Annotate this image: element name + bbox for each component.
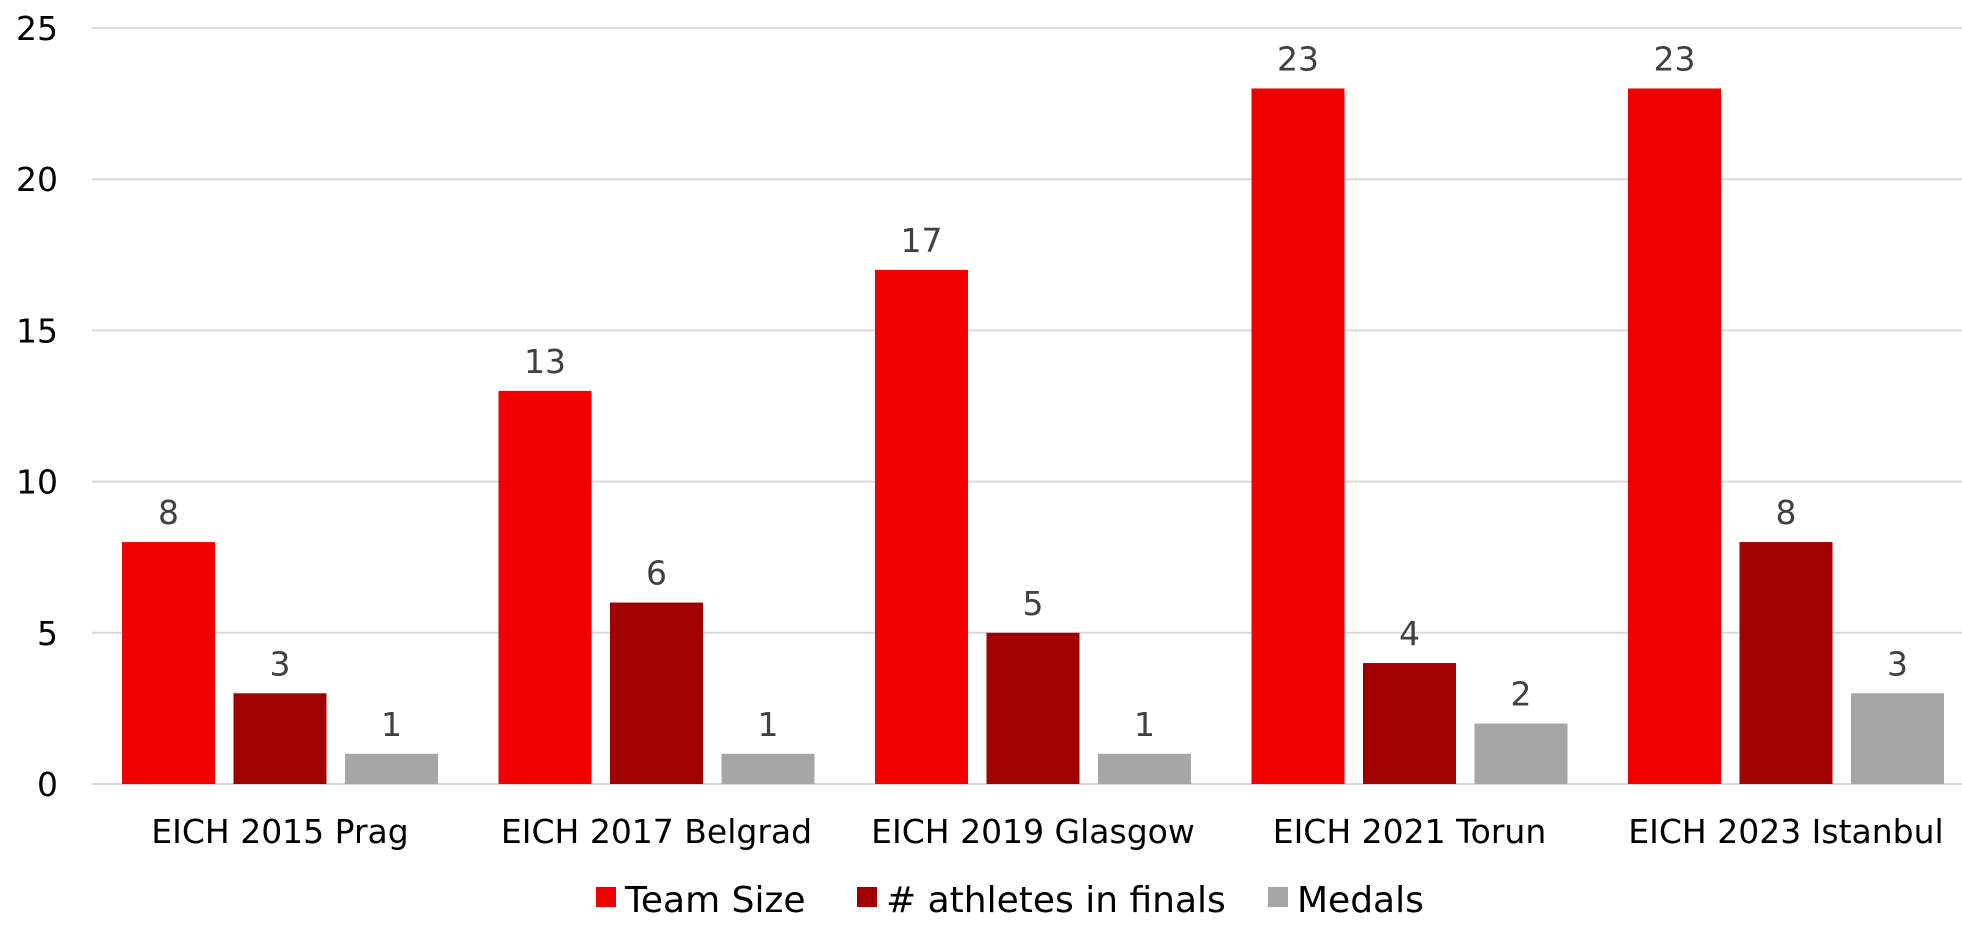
bar — [1851, 693, 1944, 784]
data-label: 3 — [1887, 644, 1908, 683]
x-category-label: EICH 2019 Glasgow — [871, 812, 1195, 851]
x-category-label: EICH 2017 Belgrad — [501, 812, 812, 851]
data-label: 1 — [1134, 705, 1155, 744]
y-tick-label: 0 — [37, 765, 58, 804]
data-label: 1 — [381, 705, 402, 744]
data-label: 23 — [1277, 39, 1319, 78]
bars — [122, 88, 1944, 785]
data-label: 8 — [158, 493, 179, 532]
bar — [233, 693, 327, 784]
bar — [1363, 663, 1456, 784]
legend: Team Size # athletes in finals Medals — [596, 880, 1424, 921]
bar — [986, 632, 1080, 784]
bar — [1251, 88, 1345, 785]
x-category-label: EICH 2015 Prag — [151, 812, 408, 851]
data-label: 6 — [646, 554, 667, 593]
y-tick-label: 15 — [16, 311, 58, 350]
data-label: 3 — [270, 644, 291, 683]
data-label: 4 — [1399, 614, 1420, 653]
legend-swatch — [1268, 887, 1288, 907]
data-labels: 8 3 1 13 6 1 17 5 1 23 4 2 23 8 3 — [158, 39, 1908, 743]
data-label: 5 — [1023, 584, 1044, 623]
y-axis-ticks: 0 5 10 15 20 25 — [16, 9, 58, 804]
x-category-label: EICH 2023 Istanbul — [1628, 812, 1943, 851]
data-label: 2 — [1511, 675, 1532, 714]
data-label: 23 — [1654, 39, 1696, 78]
bar — [1628, 88, 1721, 785]
y-tick-label: 25 — [16, 9, 58, 48]
legend-swatch — [596, 887, 616, 907]
bar — [875, 269, 968, 784]
legend-label: # athletes in finals — [886, 880, 1226, 921]
bar — [1474, 723, 1568, 784]
bar — [1098, 753, 1191, 784]
data-label: 17 — [901, 221, 943, 260]
x-category-label: EICH 2021 Torun — [1273, 812, 1547, 851]
y-tick-label: 10 — [16, 463, 58, 502]
bar — [721, 753, 815, 784]
bar — [1739, 542, 1833, 784]
legend-label: Medals — [1297, 880, 1424, 921]
legend-swatch — [857, 887, 877, 907]
y-tick-label: 20 — [16, 160, 58, 199]
bar — [498, 390, 592, 784]
x-axis-categories: EICH 2015 Prag EICH 2017 Belgrad EICH 2019… — [151, 812, 1943, 851]
data-label: 13 — [524, 342, 566, 381]
bar — [122, 542, 215, 784]
y-tick-label: 5 — [37, 614, 58, 653]
legend-label: Team Size — [624, 880, 806, 921]
data-label: 8 — [1776, 493, 1797, 532]
bar — [345, 753, 438, 784]
data-label: 1 — [758, 705, 779, 744]
bar — [610, 602, 703, 784]
